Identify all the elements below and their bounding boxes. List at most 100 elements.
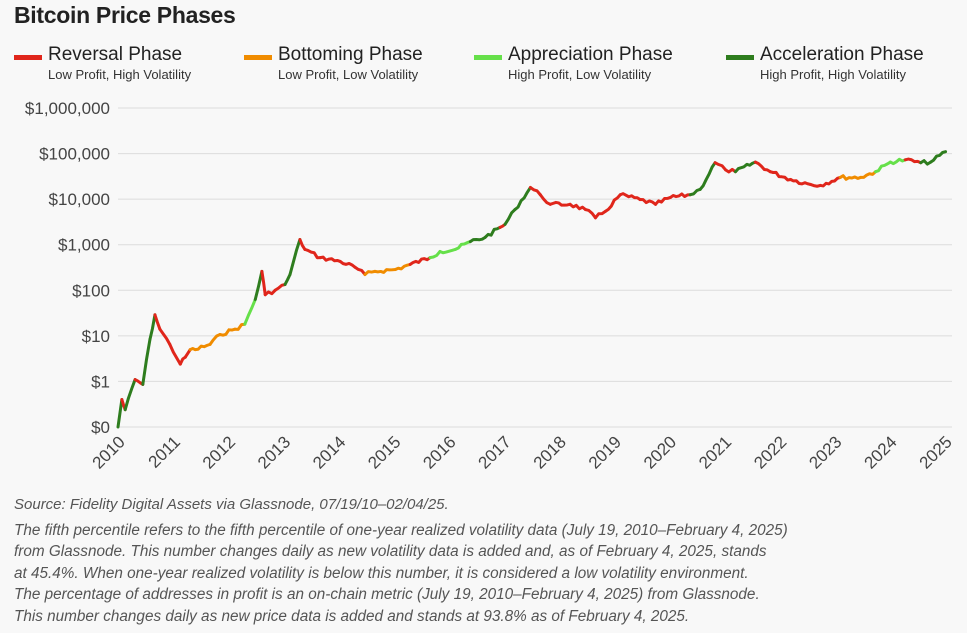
- price-segment: [919, 159, 933, 166]
- price-segment: [688, 187, 702, 197]
- price-segment: [148, 313, 157, 341]
- x-tick-label: 2021: [695, 432, 735, 472]
- legend-sublabel: Low Profit, Low Volatility: [278, 67, 419, 82]
- price-segment: [260, 269, 267, 297]
- price-segment: [874, 160, 892, 174]
- price-segment: [568, 202, 588, 212]
- legend-label: Reversal Phase: [48, 44, 183, 65]
- price-segment: [243, 297, 257, 326]
- price-segment: [603, 193, 622, 213]
- price-segment: [253, 269, 264, 301]
- price-segment: [838, 174, 863, 181]
- legend-sublabel: High Profit, Low Volatility: [508, 67, 652, 82]
- y-tick-label: $100,000: [39, 145, 110, 164]
- legend-swatch-bottoming: [244, 55, 272, 60]
- y-tick-label: $10: [82, 327, 110, 346]
- y-tick-label: $1,000,000: [25, 99, 110, 118]
- footnote-line: This number changes daily as new price d…: [14, 607, 690, 625]
- x-tick-label: 2024: [861, 432, 901, 472]
- footnote-line: at 45.4%. When one-year realized volatil…: [14, 564, 749, 582]
- price-segment: [303, 247, 322, 260]
- price-segment: [503, 208, 517, 226]
- legend-swatch-acceleration: [726, 55, 754, 60]
- legend-sublabel: High Profit, High Volatility: [760, 67, 906, 82]
- x-tick-label: 2025: [916, 432, 956, 472]
- price-segment: [283, 273, 292, 286]
- price-segment: [513, 186, 532, 212]
- y-tick-label: $100: [72, 281, 110, 300]
- price-segment: [468, 235, 487, 244]
- price-segment: [158, 327, 172, 346]
- price-segment: [116, 398, 124, 429]
- legend-label: Bottoming Phase: [278, 44, 423, 65]
- price-segment: [141, 337, 152, 386]
- y-tick-label: $0: [91, 418, 110, 437]
- footnote-line: The fifth percentile refers to the fifth…: [14, 522, 788, 539]
- price-chart: $1,000,000 $100,000 $10,000 $1,000 $100 $10 $1…: [25, 99, 956, 473]
- price-segment: [618, 192, 642, 202]
- price-segment: [724, 167, 737, 174]
- price-segment: [298, 238, 307, 251]
- price-segment: [453, 240, 472, 251]
- price-segment: [768, 170, 793, 182]
- price-segment: [218, 327, 237, 337]
- price-segment: [903, 157, 923, 165]
- price-segment: [373, 268, 397, 274]
- price-segment: [859, 170, 878, 179]
- y-tick-label: $10,000: [49, 190, 110, 209]
- x-tick-label: 2016: [419, 432, 459, 472]
- x-tick-label: 2013: [254, 432, 294, 472]
- price-segment: [668, 192, 692, 199]
- price-segment: [654, 195, 672, 206]
- price-segment: [363, 269, 377, 277]
- x-tick-label: 2015: [364, 432, 404, 472]
- price-segment: [288, 238, 302, 277]
- price-segment: [353, 265, 367, 277]
- price-segment: [123, 378, 137, 412]
- price-segment: [483, 225, 502, 239]
- legend-sublabel: Low Profit, High Volatility: [48, 67, 192, 82]
- price-segment: [593, 209, 607, 220]
- price-segment: [733, 160, 757, 174]
- price-segment: [528, 186, 542, 197]
- y-tick-label: $1: [91, 372, 110, 391]
- x-tick-label: 2014: [309, 432, 349, 472]
- legend-swatch-appreciation: [474, 55, 502, 60]
- price-segment: [273, 282, 287, 292]
- price-segment: [263, 288, 277, 297]
- price-segment: [153, 313, 162, 331]
- price-segment: [538, 193, 552, 206]
- price-segment: [789, 177, 812, 186]
- legend-label: Appreciation Phase: [508, 44, 673, 65]
- footnote-line: from Glassnode. This number changes dail…: [14, 543, 767, 561]
- chart-title: Bitcoin Price Phases: [14, 2, 236, 28]
- source-note: Source: Fidelity Digital Assets via Glas…: [14, 496, 449, 513]
- price-segment: [233, 322, 247, 331]
- price-segment: [193, 342, 212, 352]
- legend-label: Acceleration Phase: [760, 44, 924, 65]
- footnotes: The fifth percentile refers to the fifth…: [14, 520, 964, 627]
- price-segment: [888, 157, 907, 166]
- x-tick-label: 2018: [530, 432, 570, 472]
- price-segment: [408, 256, 432, 266]
- price-segment: [698, 161, 717, 191]
- price-segment: [929, 150, 948, 164]
- price-segment: [713, 161, 728, 172]
- legend-swatch-reversal: [14, 55, 42, 60]
- price-segment: [393, 262, 412, 272]
- footnote-line: The percentage of addresses in profit is…: [14, 586, 760, 604]
- price-segment: [168, 342, 182, 366]
- x-tick-label: 2012: [199, 432, 239, 472]
- x-tick-label: 2022: [750, 432, 790, 472]
- price-segment: [338, 259, 357, 269]
- y-tick-label: $1,000: [58, 236, 110, 255]
- x-tick-label: 2010: [89, 432, 129, 472]
- price-segment: [183, 348, 192, 359]
- x-tick-label: 2023: [805, 432, 845, 472]
- price-segment: [318, 255, 342, 263]
- x-tick-label: 2011: [145, 432, 184, 471]
- price-segment: [753, 160, 772, 174]
- price-segment: [818, 175, 842, 188]
- x-tick-label: 2020: [640, 432, 680, 472]
- price-segment: [638, 198, 658, 206]
